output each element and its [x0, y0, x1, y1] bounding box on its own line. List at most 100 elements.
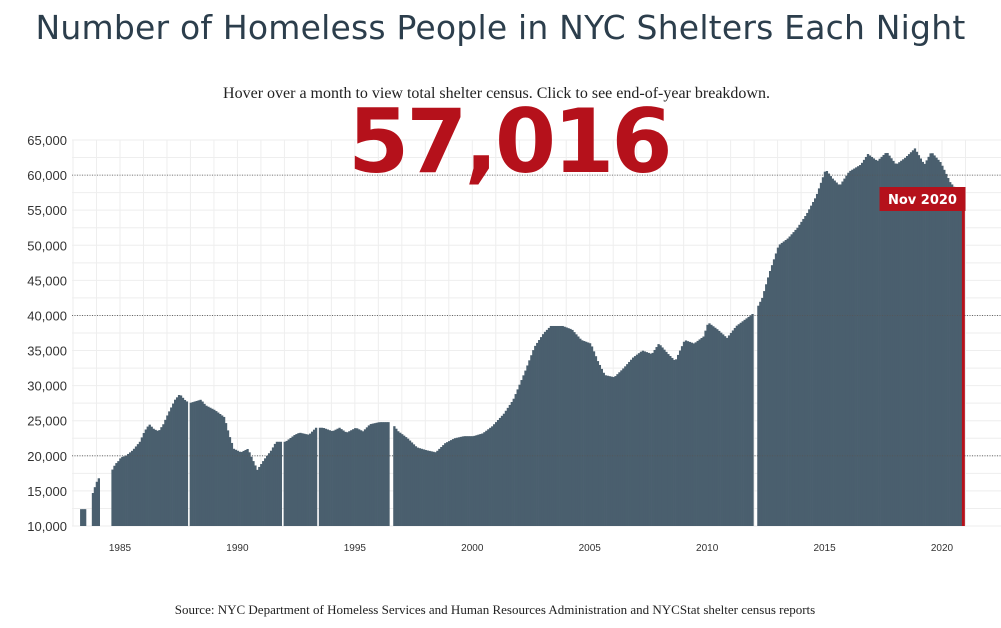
census-bar[interactable]: [892, 160, 895, 526]
census-bar[interactable]: [557, 325, 560, 526]
census-bar[interactable]: [524, 370, 527, 526]
census-bar[interactable]: [720, 332, 723, 526]
census-bar[interactable]: [342, 430, 345, 526]
census-bar[interactable]: [585, 341, 588, 526]
census-bar[interactable]: [956, 191, 960, 526]
census-bar[interactable]: [518, 384, 521, 526]
census-bar[interactable]: [673, 359, 676, 526]
census-bar[interactable]: [643, 351, 647, 526]
census-bar[interactable]: [868, 155, 872, 527]
census-bar[interactable]: [825, 171, 829, 526]
census-bar[interactable]: [898, 162, 901, 526]
census-bar[interactable]: [545, 329, 549, 526]
census-bar[interactable]: [82, 509, 85, 526]
census-bar[interactable]: [690, 342, 694, 526]
census-bar[interactable]: [751, 313, 754, 526]
census-bar[interactable]: [737, 324, 740, 526]
census-bar[interactable]: [158, 430, 161, 526]
census-bar[interactable]: [97, 478, 100, 526]
census-bar[interactable]: [299, 432, 302, 526]
census-bar[interactable]: [301, 433, 304, 526]
census-bar[interactable]: [614, 376, 617, 526]
census-bar[interactable]: [647, 352, 650, 526]
census-bar[interactable]: [937, 159, 940, 526]
census-bar[interactable]: [430, 451, 433, 526]
census-bar[interactable]: [387, 422, 390, 526]
census-bar[interactable]: [111, 469, 114, 526]
census-bar[interactable]: [369, 424, 373, 526]
census-bar[interactable]: [696, 340, 699, 526]
census-bar[interactable]: [823, 171, 827, 526]
census-bar[interactable]: [506, 407, 510, 526]
census-bar[interactable]: [579, 338, 582, 526]
census-bar[interactable]: [205, 405, 208, 526]
census-bar[interactable]: [540, 337, 543, 526]
census-bar[interactable]: [596, 361, 600, 526]
census-bar[interactable]: [463, 436, 466, 526]
census-bar[interactable]: [947, 178, 950, 526]
census-bar[interactable]: [224, 423, 228, 526]
census-bar[interactable]: [410, 442, 414, 526]
census-bar[interactable]: [130, 450, 134, 526]
census-bar[interactable]: [631, 357, 635, 526]
census-bar[interactable]: [177, 394, 181, 526]
census-bar[interactable]: [921, 161, 924, 526]
census-bar[interactable]: [563, 326, 566, 526]
census-bar[interactable]: [93, 487, 97, 526]
census-bar[interactable]: [723, 336, 727, 526]
census-bar[interactable]: [267, 453, 271, 526]
census-bar[interactable]: [498, 417, 502, 526]
census-bar[interactable]: [483, 432, 486, 526]
census-bar[interactable]: [686, 341, 690, 526]
census-bar[interactable]: [356, 428, 359, 526]
census-bar[interactable]: [612, 377, 615, 526]
census-bar[interactable]: [902, 159, 905, 527]
census-bar[interactable]: [307, 434, 310, 526]
census-bar[interactable]: [798, 224, 801, 527]
census-bar[interactable]: [770, 265, 774, 526]
census-bar[interactable]: [616, 374, 619, 526]
census-bar[interactable]: [790, 234, 793, 526]
census-bar[interactable]: [655, 347, 658, 526]
census-bar[interactable]: [175, 397, 179, 526]
census-bar[interactable]: [426, 450, 429, 526]
census-bar[interactable]: [624, 366, 627, 526]
census-bar[interactable]: [604, 375, 607, 526]
census-bar[interactable]: [745, 318, 748, 526]
census-bar[interactable]: [772, 259, 776, 526]
census-bar[interactable]: [684, 340, 688, 526]
census-bar[interactable]: [784, 240, 787, 526]
census-bar[interactable]: [119, 458, 122, 526]
census-bar[interactable]: [729, 332, 733, 526]
census-bar[interactable]: [845, 175, 848, 526]
census-bar[interactable]: [855, 167, 858, 526]
census-bar[interactable]: [311, 431, 314, 526]
census-bar[interactable]: [461, 436, 465, 526]
census-bar[interactable]: [860, 162, 864, 526]
census-bar[interactable]: [516, 389, 519, 526]
census-bar[interactable]: [303, 433, 306, 526]
census-bar[interactable]: [575, 334, 578, 526]
census-bar[interactable]: [256, 469, 259, 526]
census-bar[interactable]: [467, 436, 470, 526]
census-bar[interactable]: [489, 427, 492, 526]
census-bar[interactable]: [183, 399, 187, 526]
census-bar[interactable]: [414, 446, 418, 526]
census-bar[interactable]: [328, 430, 331, 526]
census-bar[interactable]: [222, 416, 226, 526]
census-bar[interactable]: [338, 427, 341, 526]
census-bar[interactable]: [637, 353, 641, 526]
census-bar[interactable]: [279, 441, 283, 526]
census-bar[interactable]: [273, 443, 277, 526]
census-bar[interactable]: [915, 151, 919, 526]
census-bar[interactable]: [714, 327, 717, 526]
census-bar[interactable]: [148, 424, 151, 526]
census-bar[interactable]: [911, 150, 915, 526]
census-bar[interactable]: [635, 354, 639, 526]
census-bar[interactable]: [244, 449, 247, 526]
census-bar[interactable]: [432, 451, 435, 526]
census-bar[interactable]: [712, 326, 715, 526]
census-bar[interactable]: [929, 153, 932, 526]
census-bar[interactable]: [354, 428, 357, 526]
census-bar[interactable]: [211, 408, 214, 526]
